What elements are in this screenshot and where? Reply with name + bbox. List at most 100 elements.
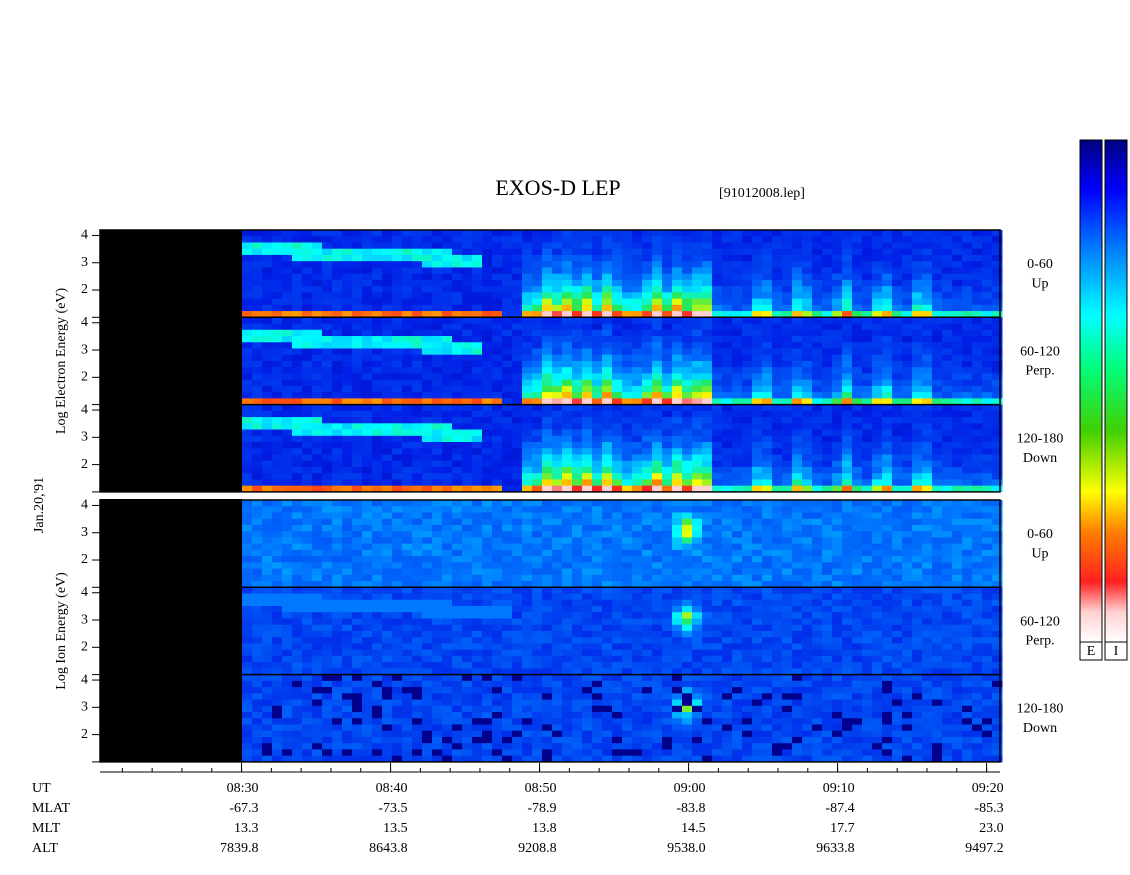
spectrogram-cell: [252, 230, 263, 237]
spectrogram-cell: [522, 556, 533, 563]
spectrogram-cell: [932, 556, 943, 563]
spectrogram-cell: [992, 423, 1003, 431]
spectrogram-cell: [742, 649, 753, 657]
spectrogram-cell: [592, 531, 603, 538]
spectrogram-cell: [882, 354, 893, 362]
spectrogram-cell: [712, 448, 723, 455]
spectrogram-cell: [772, 556, 783, 563]
spectrogram-cell: [262, 549, 273, 557]
spectrogram-cell: [282, 612, 293, 619]
spectrogram-cell: [542, 655, 553, 663]
spectrogram-cell: [712, 649, 723, 657]
spectrogram-cell: [422, 429, 433, 437]
spectrogram-cell: [492, 435, 503, 443]
spectrogram-cell: [912, 323, 923, 331]
spectrogram-cell: [582, 562, 593, 570]
spectrogram-cell: [632, 549, 643, 557]
spectrogram-cell: [562, 562, 573, 570]
spectrogram-cell: [532, 599, 543, 607]
spectrogram-cell: [602, 385, 613, 393]
spectrogram-cell: [752, 367, 763, 374]
spectrogram-cell: [962, 348, 973, 356]
spectrogram-cell: [522, 655, 533, 663]
spectrogram-cell: [262, 398, 273, 406]
spectrogram-cell: [712, 574, 723, 582]
spectrogram-cell: [832, 342, 843, 349]
spectrogram-cell: [472, 367, 483, 374]
spectrogram-cell: [382, 587, 393, 595]
spectrogram-cell: [982, 230, 993, 237]
spectrogram-cell: [722, 404, 733, 412]
spectrogram-cell: [632, 261, 643, 268]
spectrogram-cell: [262, 531, 273, 538]
spectrogram-cell: [992, 286, 1003, 293]
spectrogram-cell: [802, 286, 813, 293]
spectrogram-cell: [622, 385, 633, 393]
spectrogram-cell: [412, 435, 423, 443]
spectrogram-cell: [692, 298, 703, 306]
spectrogram-cell: [322, 292, 333, 300]
spectrogram-cell: [992, 506, 1003, 513]
spectrogram-cell: [312, 404, 323, 412]
spectrogram-cell: [402, 593, 413, 601]
spectrogram-cell: [412, 549, 423, 557]
spectrogram-cell: [452, 398, 463, 406]
spectrogram-cell: [322, 392, 333, 399]
spectrogram-cell: [912, 311, 923, 318]
spectrogram-cell: [802, 385, 813, 393]
spectrogram-cell: [552, 385, 563, 393]
spectrogram-cell: [862, 574, 873, 582]
spectrogram-cell: [822, 531, 833, 538]
spectrogram-cell: [442, 367, 453, 374]
spectrogram-cell: [922, 392, 933, 399]
spectrogram-cell: [692, 254, 703, 262]
spectrogram-cell: [922, 261, 933, 268]
spectrogram-cell: [322, 298, 333, 306]
spectrogram-cell: [852, 543, 863, 551]
spectrogram-cell: [992, 435, 1003, 443]
spectrogram-cell: [562, 442, 573, 449]
spectrogram-cell: [452, 417, 463, 424]
spectrogram-cell: [242, 435, 253, 443]
spectrogram-cell: [702, 410, 713, 418]
spectrogram-cell: [732, 367, 743, 374]
spectrogram-cell: [352, 612, 363, 619]
spectrogram-cell: [312, 336, 323, 343]
spectrogram-cell: [862, 531, 873, 538]
spectrogram-cell: [352, 485, 363, 493]
spectrogram-cell: [612, 385, 623, 393]
spectrogram-cell: [472, 360, 483, 368]
spectrogram-cell: [822, 385, 833, 393]
spectrogram-cell: [472, 454, 483, 462]
spectrogram-cell: [592, 442, 603, 449]
spectrogram-cell: [632, 336, 643, 343]
spectrogram-cell: [692, 643, 703, 651]
spectrogram-cell: [912, 506, 923, 513]
spectrogram-cell: [552, 466, 563, 474]
spectrogram-cell: [492, 448, 503, 455]
spectrogram-cell: [562, 398, 573, 406]
spectrogram-cell: [302, 637, 313, 644]
spectrogram-cell: [432, 599, 443, 607]
spectrogram-cell: [832, 279, 843, 287]
spectrogram-cell: [682, 373, 693, 381]
spectrogram-cell: [492, 279, 503, 287]
spectrogram-cell: [432, 398, 443, 406]
spectrogram-cell: [982, 304, 993, 312]
spectrogram-cell: [952, 323, 963, 331]
spectrogram-cell: [292, 630, 303, 638]
spectrogram-cell: [622, 429, 633, 437]
spectrogram-cell: [762, 286, 773, 293]
spectrogram-cell: [282, 574, 293, 582]
spectrogram-cell: [292, 423, 303, 431]
spectrogram-cell: [422, 348, 433, 356]
spectrogram-cell: [682, 286, 693, 293]
spectrogram-cell: [932, 373, 943, 381]
spectrogram-cell: [832, 448, 843, 455]
spectrogram-cell: [932, 392, 943, 399]
spectrogram-cell: [282, 373, 293, 381]
spectrogram-cell: [682, 242, 693, 250]
spectrogram-cell: [932, 385, 943, 393]
spectrogram-cell: [502, 385, 513, 393]
spectrogram-cell: [862, 410, 873, 418]
